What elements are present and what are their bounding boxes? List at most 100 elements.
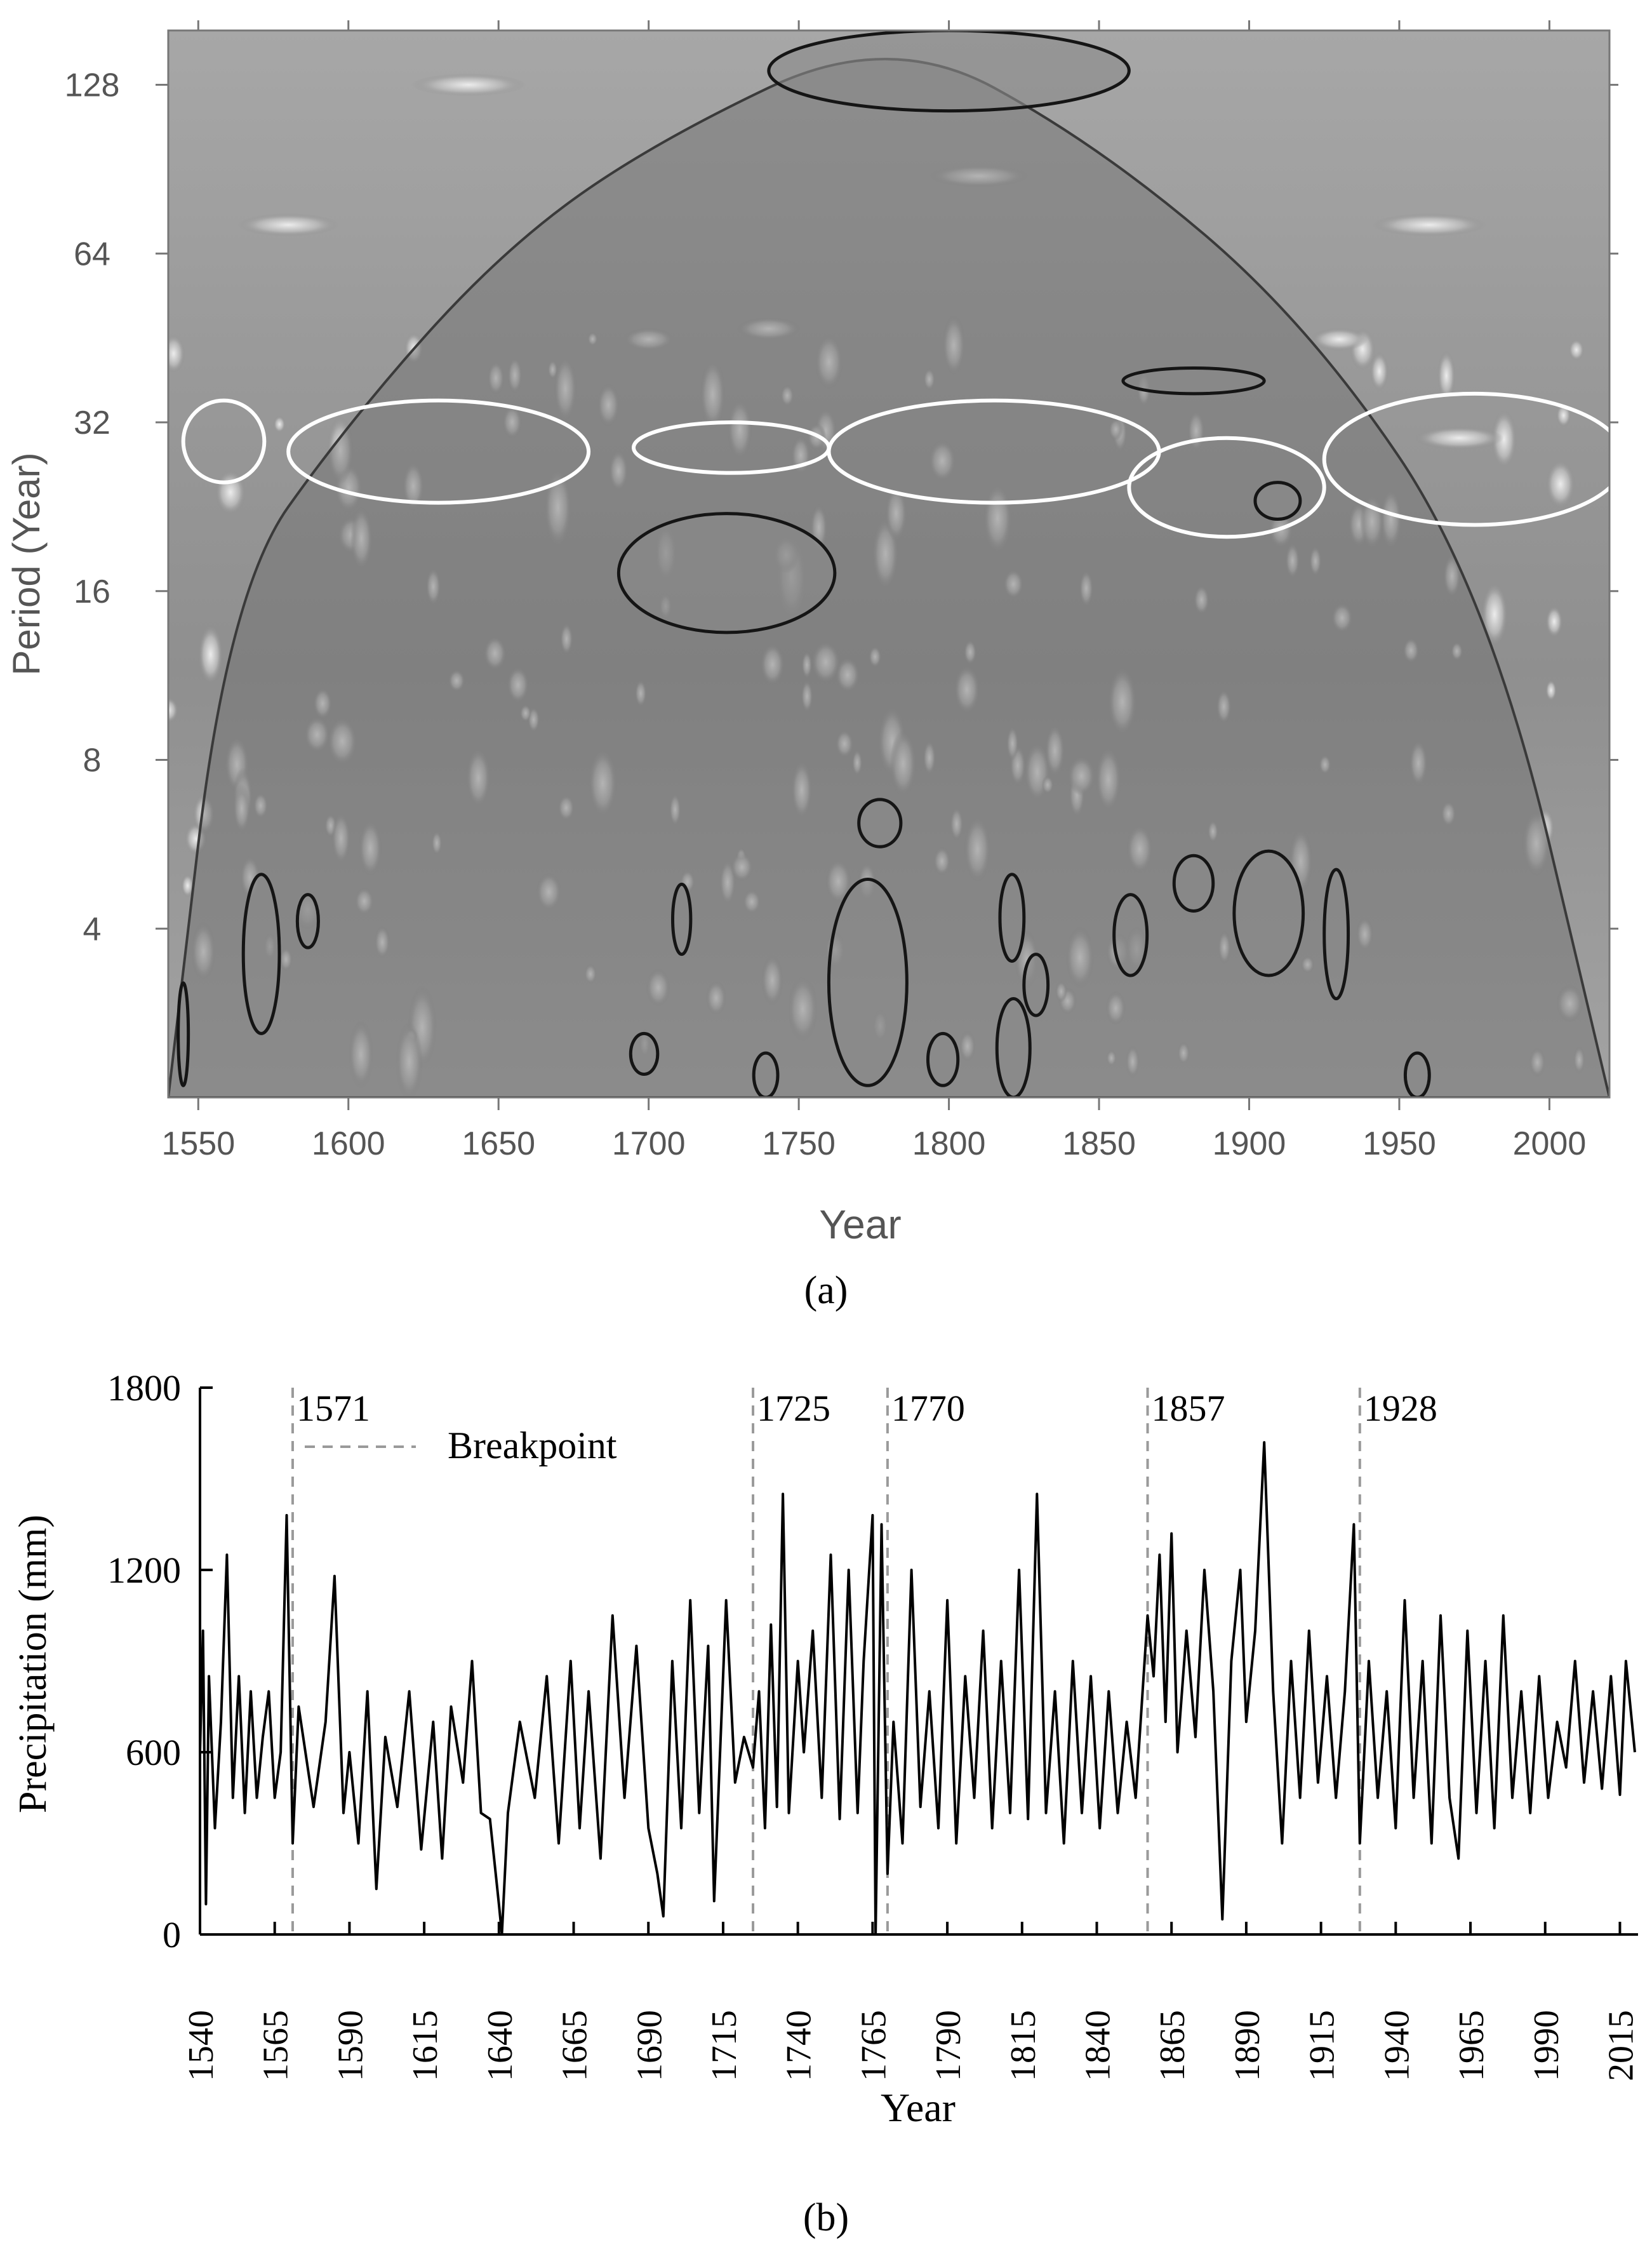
texture-spot	[466, 748, 491, 808]
texture-spot	[1331, 603, 1353, 633]
texture-spot	[801, 651, 813, 679]
texture-spot	[1218, 930, 1231, 965]
panel-b-label: (b)	[803, 2196, 849, 2239]
texture-spot	[411, 73, 526, 97]
texture-spot	[1300, 955, 1315, 974]
texture-spot	[869, 646, 882, 667]
texture-spot	[1285, 543, 1300, 579]
texture-spot	[1310, 328, 1368, 351]
wavelet-plot-frame	[167, 29, 1611, 1099]
texture-spot	[852, 749, 863, 776]
texture-spot	[1481, 582, 1508, 647]
significance-contours	[177, 30, 1431, 1097]
wavelet-x-tick-label: 1750	[762, 1125, 836, 1162]
texture-spot	[560, 623, 573, 655]
texture-spot	[1126, 824, 1153, 874]
texture-spot	[1194, 585, 1209, 615]
texture-spot	[933, 847, 951, 876]
texture-spot	[543, 467, 572, 547]
texture-spot	[483, 636, 507, 671]
significance-contour	[1022, 953, 1050, 1017]
wavelet-x-tick-label: 1650	[462, 1125, 535, 1162]
texture-spot	[1045, 724, 1065, 777]
texture-spot	[1491, 410, 1517, 469]
texture-spot	[502, 405, 523, 439]
texture-spot	[584, 963, 597, 984]
texture-spot	[519, 704, 531, 722]
texture-spot	[1006, 726, 1019, 761]
texture-spot	[1108, 667, 1137, 736]
wavelet-y-tick-label: 32	[74, 405, 110, 441]
texture-spot	[646, 969, 670, 1007]
texture-spot	[954, 666, 980, 714]
precip-x-tick-label: 1665	[556, 2010, 595, 2081]
texture-spot	[350, 507, 373, 570]
texture-spot	[1003, 569, 1024, 599]
texture-spot	[959, 1030, 976, 1062]
breakpoint-lines: 1571 1725 1770 1857 1928	[291, 1388, 1437, 1934]
texture-spot	[780, 384, 794, 406]
precip-x-tick-label: 1765	[854, 2010, 893, 2081]
texture-spot	[1409, 740, 1428, 786]
texture-spot	[198, 625, 223, 685]
precipitation-line	[199, 1441, 1636, 1936]
texture-spot	[923, 740, 936, 775]
texture-spot	[1370, 352, 1389, 391]
texture-spot	[168, 334, 185, 373]
precip-x-tick-label: 1890	[1228, 2010, 1267, 2081]
texture-spot	[1079, 570, 1094, 607]
texture-spot	[885, 485, 907, 541]
significance-contour	[616, 512, 837, 634]
breakpoint-label: 1725	[757, 1388, 830, 1429]
texture-spot	[181, 874, 194, 897]
highlighted-band	[181, 398, 267, 485]
significance-contour	[629, 1031, 660, 1076]
precip-y-tick-label: 0	[163, 1914, 181, 1955]
texture-spot	[608, 450, 629, 492]
wavelet-axes: 1550 1600 1650 1700 1750 1800 1850 1900 1950 2000…	[65, 20, 1618, 1162]
texture-spot	[327, 416, 354, 485]
texture-spot	[836, 657, 860, 693]
texture-spot	[1568, 339, 1585, 361]
significance-contour	[1232, 849, 1305, 977]
significance-contour	[1121, 366, 1266, 396]
significance-contour	[1112, 893, 1149, 977]
precip-x-tick-label: 1690	[630, 2010, 669, 2081]
texture-spot	[253, 792, 269, 819]
significance-contour	[857, 798, 903, 848]
texture-spot	[1177, 1041, 1190, 1065]
texture-spot	[811, 641, 841, 683]
significance-contour	[1322, 868, 1350, 1001]
texture-spot	[1545, 680, 1557, 701]
texture-spot	[1356, 917, 1374, 951]
panel-a-label: (a)	[804, 1269, 848, 1312]
wavelet-x-tick-label: 2000	[1513, 1125, 1587, 1162]
texture-spot	[448, 669, 465, 692]
significance-contour	[295, 893, 320, 949]
texture-spot	[1573, 1045, 1585, 1075]
texture-spot	[815, 334, 843, 390]
texture-spot	[1380, 488, 1402, 549]
texture-spot	[1105, 991, 1126, 1026]
texture-spot	[536, 873, 562, 911]
wavelet-x-tick-label: 1600	[312, 1125, 385, 1162]
texture-spot	[273, 415, 286, 433]
texture-spot	[402, 461, 425, 511]
wavelet-y-tick-label: 64	[74, 236, 110, 272]
texture-spot	[942, 314, 966, 376]
texture-spot	[1125, 1045, 1140, 1078]
significance-contour	[1253, 481, 1302, 521]
texture-spot	[557, 794, 575, 821]
wavelet-y-tick-label: 128	[65, 67, 120, 104]
highlighted-band	[1127, 436, 1326, 539]
texture-spot	[983, 483, 1012, 553]
texture-spot	[1067, 756, 1095, 796]
texture-spot	[1208, 820, 1218, 843]
significance-contour	[998, 873, 1026, 963]
texture-spot	[1106, 1049, 1117, 1067]
significance-contour	[1403, 1051, 1431, 1097]
precip-x-tick-label: 1990	[1527, 2010, 1566, 2081]
texture-spot	[731, 852, 753, 882]
texture-spot	[327, 717, 357, 765]
texture-spot	[727, 399, 752, 460]
